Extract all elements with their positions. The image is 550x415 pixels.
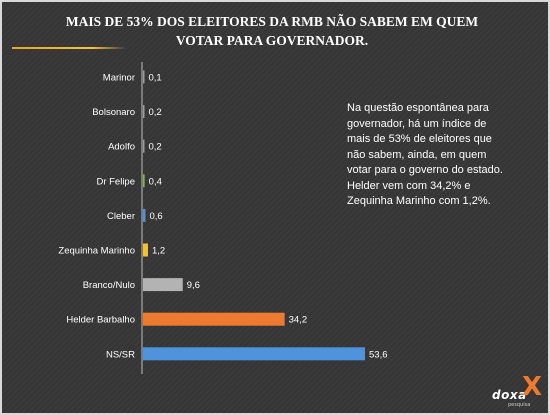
category-label: Dr Felipe [96, 176, 135, 187]
category-label: Marinor [103, 73, 135, 84]
category-label: Cleber [107, 211, 135, 222]
page-title: MAIS DE 53% DOS ELEITORES DA RMB NÃO SAB… [32, 12, 512, 50]
category-label: Bolsonaro [92, 107, 135, 118]
value-label: 53,6 [369, 349, 388, 360]
bar [143, 312, 285, 326]
commentary-text: Na questão espontânea para governador, h… [347, 102, 503, 207]
bar [143, 243, 148, 257]
doxa-logo: doxa X pesquisa [486, 370, 546, 410]
logo-wordmark: doxa [492, 388, 527, 402]
bar [143, 208, 146, 222]
value-label: 0,6 [149, 211, 162, 222]
bar [143, 105, 145, 119]
value-label: 0,2 [149, 107, 162, 118]
value-label: 9,6 [187, 280, 200, 291]
title-line-2: VOTAR PARA GOVERNADOR. [175, 33, 369, 48]
value-label: 34,2 [289, 315, 308, 326]
title-accent-line [12, 47, 127, 49]
bar [143, 70, 145, 84]
value-label: 0,2 [149, 142, 162, 153]
bar [143, 278, 183, 292]
category-label: Adolfo [108, 142, 135, 153]
category-label: Helder Barbalho [66, 315, 135, 326]
bar [143, 347, 365, 361]
logo-x-icon: X [522, 372, 543, 402]
bar [143, 139, 145, 153]
category-label: Zequinha Marinho [58, 246, 135, 257]
value-label: 0,1 [149, 73, 162, 84]
category-label: Branco/Nulo [83, 280, 135, 291]
bars-layer: Marinor 0,1 Bolsonaro 0,2 Adolfo 0,2 Dr Felipe… [58, 70, 388, 361]
category-label: NS/SR [106, 349, 135, 360]
value-label: 0,4 [149, 176, 162, 187]
value-label: 1,2 [152, 246, 165, 257]
title-line-1: MAIS DE 53% DOS ELEITORES DA RMB NÃO SAB… [65, 14, 479, 29]
logo-subtext: pesquisa [508, 402, 531, 408]
bar [143, 174, 145, 188]
